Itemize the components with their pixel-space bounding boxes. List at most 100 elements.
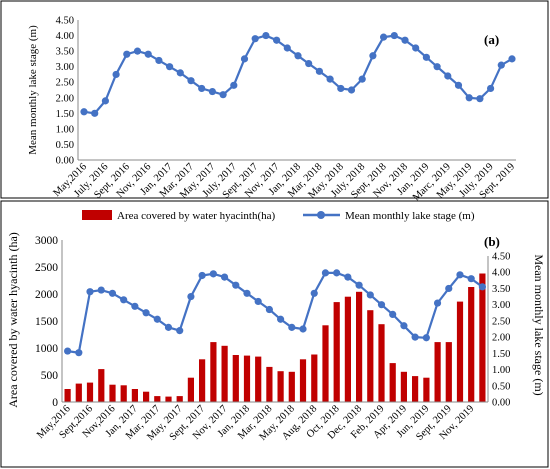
panel-b-bar <box>154 396 161 402</box>
panel-b-bar <box>277 371 284 402</box>
panel-b-bar <box>98 369 105 402</box>
panel-a-ytick-label: 2.00 <box>56 93 74 104</box>
panel-b-point <box>389 310 397 318</box>
panel-a-ytick-label: 3.00 <box>56 62 74 73</box>
panel-b-ytick-right-label: 4.00 <box>492 268 510 279</box>
panel-a-point <box>112 70 120 79</box>
panel-a-label: (a) <box>484 32 499 47</box>
panel-a-point <box>412 44 420 52</box>
panel-a-point <box>133 47 142 55</box>
panel-a-point <box>187 77 195 85</box>
panel-b-bar <box>479 273 486 402</box>
panel-b-bar <box>243 355 251 402</box>
panel-a-point <box>262 31 270 40</box>
panel-b-bar <box>299 359 307 402</box>
panel-b-point <box>355 281 363 289</box>
panel-b-point <box>220 273 229 281</box>
panel-b-bar <box>412 376 419 402</box>
panel-b-point <box>64 347 72 355</box>
panel-a-ytick-label: 1.50 <box>56 109 74 120</box>
panel-b-bar <box>367 310 374 402</box>
panel-b-point <box>456 271 464 279</box>
panel-a-point <box>101 97 109 105</box>
legend-bar-label: Area covered by water hyacinth(ha) <box>117 210 276 222</box>
panel-a-point <box>208 87 216 96</box>
panel-b-point <box>310 289 318 297</box>
panel-b-point <box>164 323 173 331</box>
panel-a-point <box>305 59 313 68</box>
panel-a-point <box>166 63 174 71</box>
panel-a-point <box>315 67 323 75</box>
panel-b-series-line <box>67 271 484 354</box>
panel-a-point <box>422 53 430 61</box>
panel-b-bar <box>356 291 363 402</box>
panel-b-bar <box>288 371 295 402</box>
panel-b-point <box>265 305 273 314</box>
panel-b-ytick-left-label: 1000 <box>35 343 58 355</box>
panel-a-point <box>358 75 366 83</box>
panel-b-bar <box>378 324 385 402</box>
panel-b-bar <box>333 302 340 402</box>
panel-b-point <box>153 315 161 323</box>
panel-b-point <box>288 323 296 331</box>
panel-a-point <box>347 86 356 94</box>
panel-b-ytick-right-label: 0.00 <box>492 398 510 409</box>
panel-b-ylabel-right: Mean monthly lake stage (m) <box>532 254 546 395</box>
panel-b-point <box>232 281 240 289</box>
panel-a-ytick-label: 0.00 <box>56 156 74 167</box>
panel-a-point <box>91 109 99 117</box>
panel-a-point <box>326 75 334 83</box>
panel-a: Mean monthly lake stage (m) (a) 0.00 0.50… <box>0 0 549 203</box>
panel-a-frame <box>0 0 549 199</box>
panel-b-bar <box>423 377 430 402</box>
panel-b-bar <box>165 396 172 402</box>
panel-b-point <box>198 271 206 280</box>
panel-b-bar <box>187 377 194 402</box>
panel-b-ytick-left-label: 1500 <box>35 316 58 328</box>
panel-b-ytick-right-label: 2.00 <box>492 333 510 344</box>
panel-a-point <box>219 91 227 99</box>
panel-b-bar <box>311 354 318 402</box>
panel-a-ytick-label: 4.50 <box>56 16 74 27</box>
panel-a-point <box>294 52 302 60</box>
panel-b-point <box>377 301 386 309</box>
panel-a-point <box>80 108 88 116</box>
panel-b-point <box>209 270 217 278</box>
panel-b-bar <box>109 384 116 402</box>
panel-b-point <box>142 309 150 317</box>
panel-b-point <box>422 334 430 342</box>
panel-b-point <box>176 327 184 335</box>
panel-b-point <box>120 296 128 304</box>
panel-b-point <box>467 275 475 283</box>
panel-b-point <box>344 273 352 281</box>
panel-b-point <box>366 291 374 299</box>
panel-b-point <box>97 286 105 294</box>
panel-a-point <box>369 52 377 60</box>
panel-a-point <box>240 55 249 63</box>
panel-a-point <box>176 69 184 77</box>
panel-b-bar <box>434 342 441 402</box>
panel-a-point <box>465 94 473 102</box>
panel-a-point <box>487 84 495 93</box>
panel-b-point <box>277 315 285 323</box>
panel-a-point <box>273 36 281 44</box>
panel-b: Area covered by water hyacinth(ha) Mean … <box>0 200 549 468</box>
legend-line-label: Mean monthly lake stage (m) <box>345 210 475 222</box>
panel-b-bar <box>322 325 329 402</box>
panel-b-bar <box>120 385 127 402</box>
legend: Area covered by water hyacinth(ha) Mean … <box>82 210 475 222</box>
panel-b-point <box>86 288 94 296</box>
panel-a-point <box>390 31 398 40</box>
panel-b-point <box>299 325 307 333</box>
panel-b-point <box>75 349 83 357</box>
panel-b-bar <box>400 371 407 402</box>
panel-b-bar <box>176 396 183 402</box>
panel-a-point <box>123 50 131 58</box>
panel-b-bar <box>344 296 351 402</box>
panel-b-point <box>333 269 341 277</box>
panel-b-point <box>400 322 408 330</box>
panel-a-point <box>337 84 345 93</box>
panel-a-point <box>283 44 291 52</box>
panel-b-point <box>254 297 262 306</box>
